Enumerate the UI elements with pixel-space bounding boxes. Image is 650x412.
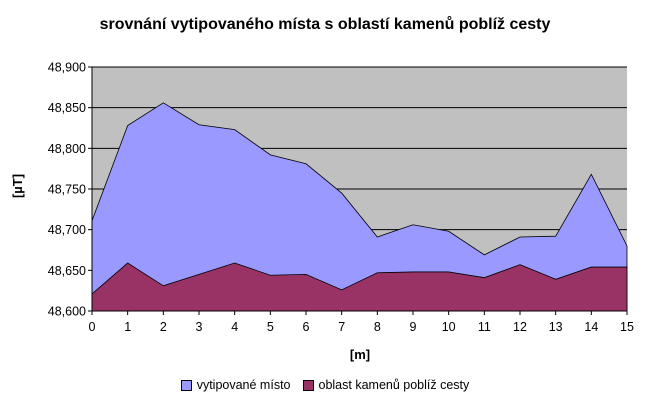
x-tick-label: 3 (196, 320, 203, 334)
series-areas (91, 102, 628, 312)
x-tick-label: 8 (374, 320, 381, 334)
x-tick-label: 1 (124, 320, 131, 334)
x-axis-ticks: 0 1 2 3 4 5 6 7 8 9 10 11 12 13 14 15 (89, 320, 634, 334)
y-tick-label: 48,650 (48, 264, 86, 278)
legend-item-series-2: oblast kamenů poblíž cesty (302, 378, 470, 392)
y-tick-label: 48,600 (48, 305, 86, 319)
y-tick-label: 48,750 (48, 183, 86, 197)
y-axis-label: [µT] (10, 174, 25, 198)
y-axis-ticks: 48,600 48,650 48,700 48,750 48,800 48,850 48,9… (48, 61, 86, 319)
legend-label-series-2: oblast kamenů poblíž cesty (318, 378, 470, 392)
x-tick-label: 2 (160, 320, 167, 334)
x-tick-label: 11 (478, 320, 491, 334)
x-tick-label: 14 (584, 320, 598, 334)
series-area-2 (91, 262, 628, 312)
x-tick-label: 7 (338, 320, 345, 334)
axes (88, 66, 628, 315)
y-tick-label: 48,800 (48, 142, 86, 156)
y-tick-label: 48,900 (48, 61, 86, 75)
series-area-1 (91, 102, 628, 312)
legend-swatch-series-1 (180, 379, 192, 391)
x-tick-label: 9 (410, 320, 417, 334)
legend-label-series-1: vytipované místo (196, 378, 291, 392)
x-tick-label: 12 (513, 320, 527, 334)
x-tick-label: 10 (442, 320, 456, 334)
legend: vytipované místo oblast kamenů poblíž ce… (0, 378, 650, 392)
chart-title: srovnání vytipovaného místa s oblastí ka… (99, 16, 551, 33)
x-tick-label: 13 (549, 320, 563, 334)
x-tick-label: 4 (231, 320, 238, 334)
x-tick-label: 0 (89, 320, 96, 334)
y-tick-label: 48,700 (48, 223, 86, 237)
x-axis-label: [m] (350, 347, 370, 362)
x-tick-label: 5 (267, 320, 274, 334)
x-tick-label: 6 (303, 320, 310, 334)
legend-item-series-1: vytipované místo (180, 378, 291, 392)
legend-swatch-series-2 (302, 379, 314, 391)
y-tick-label: 48,850 (48, 101, 86, 115)
x-tick-label: 15 (620, 320, 634, 334)
